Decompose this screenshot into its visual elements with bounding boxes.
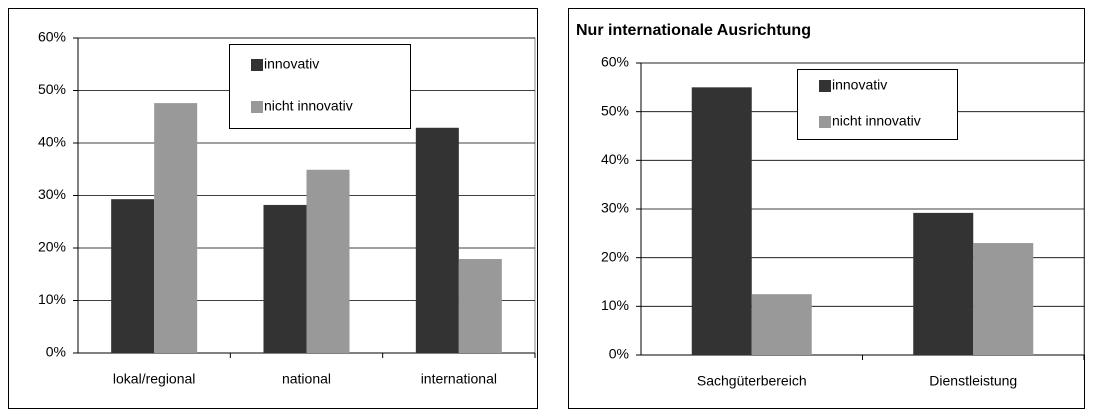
x-tick-label: Sachgüterbereich [697,373,807,389]
bar [263,204,307,353]
legend-label: innovativ [264,56,319,72]
bar [415,127,459,354]
bar [154,103,198,353]
bar [691,87,752,355]
legend-swatch [251,101,263,113]
y-tick-label: 60% [601,54,629,70]
y-tick-label: 20% [38,239,66,255]
legend-swatch [819,116,831,128]
bar [111,199,155,353]
y-tick-label: 20% [601,248,629,264]
y-tick-label: 50% [601,102,629,118]
x-tick-label: national [282,371,331,387]
legend-box [229,44,411,129]
y-tick-label: 50% [38,81,66,97]
y-tick-label: 60% [38,29,66,45]
y-tick-label: 40% [38,134,66,150]
x-tick-label: lokal/regional [113,371,196,387]
bar [913,212,974,355]
bar [458,259,502,353]
y-tick-label: 30% [601,200,629,216]
y-tick-label: 0% [609,346,629,362]
y-tick-label: 10% [601,297,629,313]
bar [973,243,1034,355]
legend-label: nicht innovativ [264,98,353,114]
x-tick-label: international [421,371,497,387]
legend-swatch [819,80,831,92]
x-tick-label: Dienstleistung [929,373,1017,389]
y-tick-label: 0% [46,344,66,360]
bar [306,169,350,353]
y-tick-label: 10% [38,291,66,307]
legend-label: nicht innovativ [832,113,921,129]
y-tick-label: 30% [38,186,66,202]
bar [751,294,812,355]
legend-swatch [251,59,263,71]
legend-label: innovativ [832,77,887,93]
chart-title: Nur internationale Ausrichtung [576,22,811,39]
y-tick-label: 40% [601,151,629,167]
